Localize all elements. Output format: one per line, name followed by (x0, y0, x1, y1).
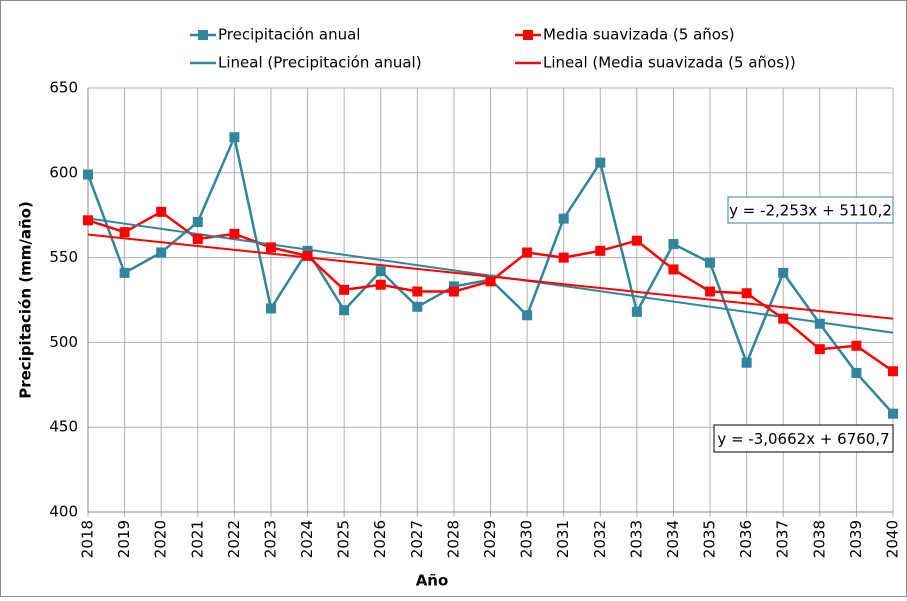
marker (229, 132, 240, 143)
marker (192, 233, 203, 244)
x-tick-label: 2040 (884, 520, 902, 558)
marker (595, 245, 606, 256)
x-tick-label: 2018 (79, 520, 97, 558)
x-axis-title: Año (416, 572, 449, 590)
x-tick-label: 2031 (554, 520, 572, 558)
marker (668, 264, 679, 275)
marker (485, 276, 496, 287)
annotation-text: y = -2,253x + 5110,2 (729, 202, 892, 220)
x-tick-label: 2030 (518, 520, 536, 558)
marker (705, 286, 716, 297)
marker (814, 344, 825, 355)
x-tick-label: 2027 (408, 520, 426, 558)
x-tick-label: 2028 (444, 520, 462, 558)
marker (778, 313, 789, 324)
marker (375, 279, 386, 290)
marker (339, 305, 350, 316)
marker (229, 228, 240, 239)
marker (83, 215, 93, 226)
x-tick-label: 2034 (664, 520, 682, 558)
marker (558, 252, 569, 263)
marker (119, 227, 130, 238)
marker (448, 286, 459, 297)
x-tick-label: 2035 (701, 520, 719, 558)
x-tick-label: 2021 (188, 520, 206, 558)
marker (119, 267, 130, 278)
marker (302, 245, 313, 256)
marker (302, 250, 313, 261)
marker (375, 266, 386, 277)
marker (851, 367, 862, 378)
x-tick-label: 2020 (152, 520, 170, 558)
marker (265, 303, 276, 314)
annotation-text: y = -3,0662x + 6760,7 (717, 430, 889, 448)
y-tick-label: 650 (49, 79, 78, 97)
legend-marker (198, 30, 208, 40)
marker (83, 169, 93, 180)
x-tick-label: 2029 (481, 520, 499, 558)
annotation-box (727, 196, 894, 224)
y-tick-label: 500 (49, 333, 78, 351)
marker (888, 408, 898, 419)
y-tick-label: 450 (49, 418, 78, 436)
x-tick-label: 2036 (737, 520, 755, 558)
marker (851, 340, 862, 351)
x-tick-label: 2032 (591, 520, 609, 558)
legend-label: Lineal (Precipitación anual) (218, 54, 422, 72)
x-tick-label: 2025 (335, 520, 353, 558)
marker (192, 216, 203, 227)
x-tick-label: 2026 (371, 520, 389, 558)
marker (631, 306, 642, 317)
legend-label: Precipitación anual (218, 26, 360, 44)
marker (741, 357, 752, 368)
annotation-box (713, 424, 894, 453)
y-tick-label: 400 (49, 503, 78, 521)
y-tick-label: 550 (49, 248, 78, 266)
x-tick-label: 2039 (847, 520, 865, 558)
x-tick-label: 2037 (774, 520, 792, 558)
x-tick-label: 2022 (225, 520, 243, 558)
marker (156, 206, 167, 217)
legend-label: Lineal (Media suavizada (5 años)) (543, 54, 796, 72)
marker (412, 301, 423, 312)
x-tick-label: 2033 (627, 520, 645, 558)
y-axis-title: Precipitación (mm/año) (17, 201, 35, 399)
marker (339, 284, 350, 295)
x-tick-label: 2024 (298, 520, 316, 558)
marker (522, 310, 533, 321)
marker (448, 281, 459, 292)
marker (668, 239, 679, 250)
marker (741, 288, 752, 299)
marker (522, 247, 533, 258)
marker (778, 267, 789, 278)
marker (265, 242, 276, 253)
marker (412, 286, 423, 297)
marker (888, 366, 898, 377)
y-tick-label: 600 (49, 163, 78, 181)
legend-label: Media suavizada (5 años) (543, 26, 735, 44)
marker (631, 235, 642, 246)
x-tick-label: 2019 (115, 520, 133, 558)
legend-marker (523, 30, 533, 40)
x-tick-label: 2038 (810, 520, 828, 558)
marker (814, 318, 825, 329)
marker (558, 213, 569, 224)
marker (156, 247, 167, 258)
marker (595, 157, 606, 168)
marker (705, 257, 716, 268)
x-tick-label: 2023 (261, 520, 279, 558)
